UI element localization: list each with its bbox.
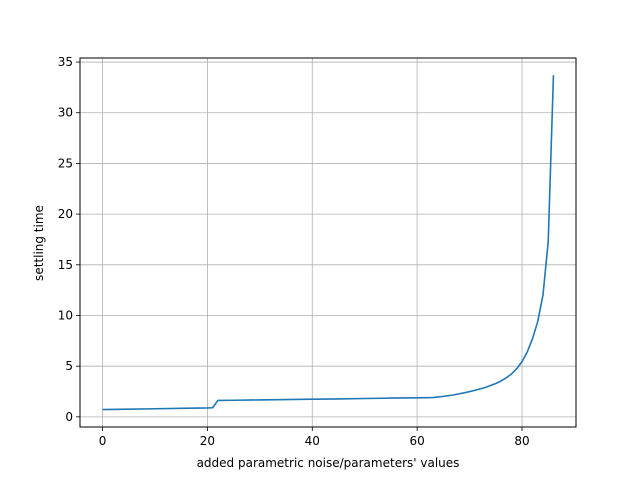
y-axis-ticks: 0 5 10 15 20 25 30 35 [58,55,80,424]
x-tick-label: 80 [514,434,529,448]
x-axis-label: added parametric noise/parameters' value… [197,456,460,470]
y-tick-label: 20 [58,207,73,221]
y-tick-label: 5 [65,359,73,373]
y-tick-label: 25 [58,156,73,170]
y-tick-label: 0 [65,410,73,424]
series-layer [102,75,555,411]
x-tick-label: 0 [99,434,107,448]
plot-frame [79,57,577,428]
grid [80,58,576,427]
y-axis-label: settling time [32,205,46,281]
y-tick-label: 30 [58,106,73,120]
x-axis-ticks: 0 20 40 60 80 [99,427,530,448]
x-tick-label: 20 [200,434,215,448]
settling-time-line [102,75,555,411]
y-tick-label: 10 [58,308,73,322]
y-tick-label: 35 [58,55,73,69]
x-tick-label: 40 [305,434,320,448]
y-tick-label: 15 [58,258,73,272]
x-tick-label: 60 [409,434,424,448]
